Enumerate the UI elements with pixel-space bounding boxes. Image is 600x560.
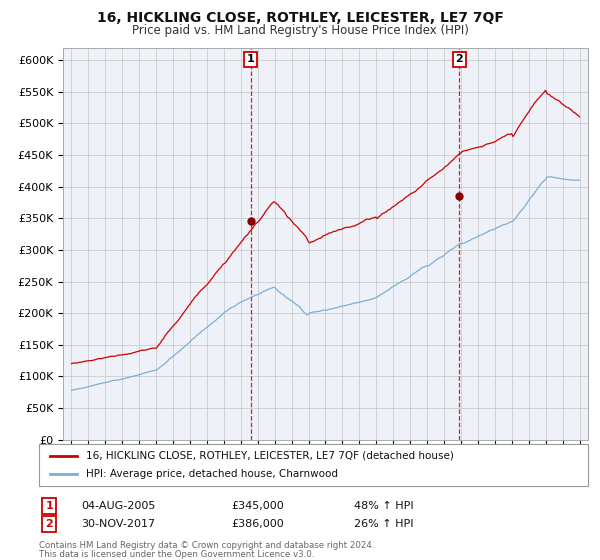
Text: This data is licensed under the Open Government Licence v3.0.: This data is licensed under the Open Gov… xyxy=(39,550,314,559)
Text: £345,000: £345,000 xyxy=(231,501,284,511)
Text: 2: 2 xyxy=(455,54,463,64)
Text: Price paid vs. HM Land Registry's House Price Index (HPI): Price paid vs. HM Land Registry's House … xyxy=(131,24,469,36)
Text: 1: 1 xyxy=(46,501,53,511)
Text: £386,000: £386,000 xyxy=(231,519,284,529)
Text: 1: 1 xyxy=(247,54,254,64)
Text: 04-AUG-2005: 04-AUG-2005 xyxy=(81,501,155,511)
Text: 2: 2 xyxy=(46,519,53,529)
Text: 26% ↑ HPI: 26% ↑ HPI xyxy=(354,519,413,529)
Text: HPI: Average price, detached house, Charnwood: HPI: Average price, detached house, Char… xyxy=(86,469,338,479)
Text: 16, HICKLING CLOSE, ROTHLEY, LEICESTER, LE7 7QF: 16, HICKLING CLOSE, ROTHLEY, LEICESTER, … xyxy=(97,11,503,25)
Text: 16, HICKLING CLOSE, ROTHLEY, LEICESTER, LE7 7QF (detached house): 16, HICKLING CLOSE, ROTHLEY, LEICESTER, … xyxy=(86,451,454,461)
Text: Contains HM Land Registry data © Crown copyright and database right 2024.: Contains HM Land Registry data © Crown c… xyxy=(39,541,374,550)
Text: 48% ↑ HPI: 48% ↑ HPI xyxy=(354,501,413,511)
Text: 30-NOV-2017: 30-NOV-2017 xyxy=(81,519,155,529)
